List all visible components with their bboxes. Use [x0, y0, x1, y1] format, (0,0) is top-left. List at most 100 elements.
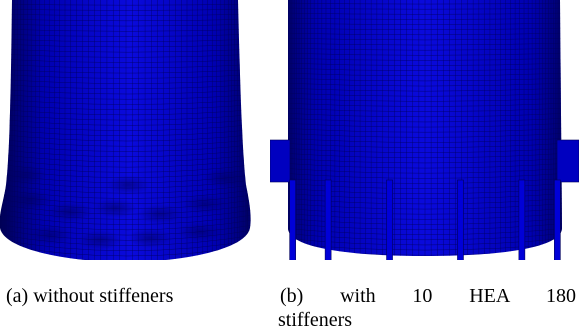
mesh-ring: [0, 93, 251, 100]
mesh-ring: [288, 177, 562, 184]
mesh-ring: [0, 138, 251, 147]
mesh-ring: [288, 47, 562, 51]
stiffener: [554, 179, 561, 260]
mesh-ring: [0, 148, 251, 157]
mesh-ring: [288, 82, 562, 87]
mesh-ring: [288, 147, 562, 153]
mesh-ring: [288, 227, 562, 235]
mesh-ring: [288, 57, 562, 61]
mesh-ring: [0, 8, 251, 11]
mesh-ring: [0, 238, 251, 251]
mesh-ring: [288, 152, 562, 159]
mesh-ring: [0, 143, 251, 152]
mesh-ring: [0, 3, 251, 6]
mesh-ring: [0, 118, 251, 126]
mesh-ring: [0, 108, 251, 116]
buckle-shading: [8, 190, 52, 210]
mesh-ring: [288, 187, 562, 194]
mesh-ring: [288, 7, 562, 10]
mesh-ring: [0, 63, 251, 69]
mesh-ring: [0, 123, 251, 131]
mesh-ring: [288, 32, 562, 36]
buckle-shading: [138, 204, 182, 224]
stiffener-flange-right: [556, 139, 579, 183]
stiffener: [324, 179, 332, 260]
mesh-ring: [288, 12, 562, 15]
mesh-ring: [0, 213, 251, 225]
cylinder-without-stiffeners-graphic: [0, 0, 251, 260]
caption-panel-b-line1: (b) with 10 HEA 180: [280, 285, 576, 307]
mesh-ring: [0, 28, 251, 32]
buckle-shading: [93, 198, 137, 218]
cylinder-with-stiffeners-graphic: [270, 0, 579, 260]
mesh-ring: [0, 73, 251, 79]
mesh-ring: [288, 137, 562, 143]
mesh-ring: [0, 68, 251, 74]
mesh-ring: [288, 222, 562, 230]
mesh-ring: [0, 48, 251, 53]
mesh-ring: [288, 167, 562, 174]
mesh-ring: [288, 182, 562, 189]
mesh-ring: [0, 98, 251, 105]
mesh-ring: [288, 62, 562, 66]
mesh-ring: [0, 43, 251, 48]
mesh-ring: [288, 232, 562, 241]
panel-a-cylinder-mesh: [0, 0, 268, 260]
mesh-ring: [0, 13, 251, 16]
mesh-ring: [288, 212, 562, 220]
panel-b-cylinder-mesh: [270, 0, 579, 260]
stiffener: [457, 179, 464, 260]
buckle-shading: [128, 228, 172, 248]
mesh-ring: [0, 233, 251, 246]
mesh-ring: [0, 208, 251, 220]
stiffener: [518, 179, 526, 260]
mesh-ring: [288, 242, 562, 251]
mesh-ring: [0, 88, 251, 95]
mesh-ring: [288, 207, 562, 215]
mesh-ring: [288, 17, 562, 20]
mesh-ring: [0, 218, 251, 231]
stiffener: [386, 179, 393, 260]
buckle-shading: [178, 222, 222, 242]
mesh-ring: [288, 157, 562, 164]
buckle-shading: [183, 194, 227, 214]
mesh-ring: [288, 197, 562, 205]
mesh-ring: [288, 2, 562, 5]
mesh-ring: [288, 132, 562, 138]
mesh-ring: [288, 162, 562, 169]
buckle-shading: [28, 225, 72, 245]
mesh-ring: [0, 133, 251, 142]
mesh-ring: [0, 78, 251, 84]
mesh-ring: [0, 113, 251, 121]
mesh-ring: [288, 42, 562, 46]
mesh-ring: [0, 23, 251, 27]
mesh-ring: [0, 18, 251, 22]
stiffener: [289, 179, 296, 260]
mesh-ring: [288, 112, 562, 118]
buckle-shading: [106, 175, 150, 195]
mesh-ring: [288, 77, 562, 82]
mesh-ring: [288, 27, 562, 30]
mesh-ring: [0, 53, 251, 58]
mesh-ring: [288, 122, 562, 128]
mesh-ring: [288, 52, 562, 56]
mesh-ring: [288, 107, 562, 112]
mesh-ring: [0, 83, 251, 90]
mesh-ring: [0, 153, 251, 163]
mesh-ring: [0, 128, 251, 137]
mesh-ring: [288, 192, 562, 200]
mesh-ring: [288, 202, 562, 210]
mesh-ring: [288, 72, 562, 77]
mesh-ring: [288, 37, 562, 41]
mesh-ring: [0, 158, 251, 168]
mesh-ring: [0, 33, 251, 37]
mesh-ring: [288, 172, 562, 179]
mesh-ring: [0, 58, 251, 63]
buckle-shading: [48, 202, 92, 222]
mesh-ring: [0, 103, 251, 110]
mesh-ring: [288, 142, 562, 148]
mesh-ring: [288, 67, 562, 71]
mesh-ring: [288, 92, 562, 97]
mesh-ring: [288, 87, 562, 92]
mesh-ring: [288, 237, 562, 246]
